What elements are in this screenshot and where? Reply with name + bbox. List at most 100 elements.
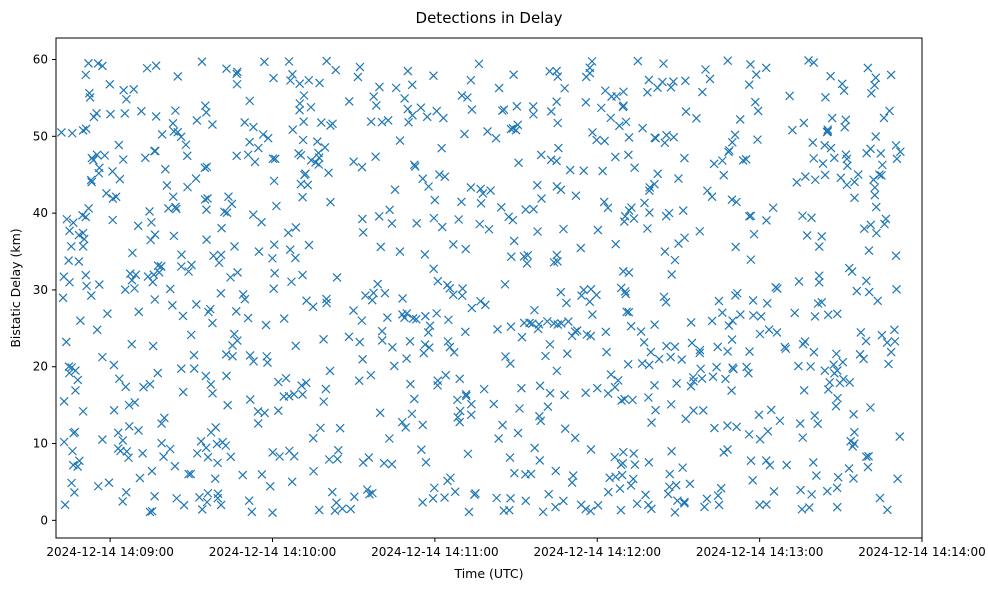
- data-point: [620, 211, 630, 221]
- data-point: [79, 234, 89, 244]
- data-point: [332, 273, 342, 282]
- data-point: [253, 419, 263, 428]
- data-point: [191, 300, 201, 309]
- data-point: [224, 192, 233, 202]
- data-point: [173, 127, 183, 137]
- data-point: [551, 466, 561, 476]
- data-point: [324, 455, 334, 464]
- data-point: [243, 313, 253, 323]
- data-point: [560, 424, 570, 434]
- data-point: [498, 420, 507, 430]
- data-point: [150, 230, 160, 240]
- data-point: [731, 242, 741, 252]
- data-point: [533, 324, 543, 334]
- data-point: [769, 487, 779, 496]
- data-point: [829, 368, 839, 378]
- data-point: [349, 157, 359, 167]
- data-point: [602, 347, 611, 357]
- data-point: [809, 347, 819, 357]
- data-point: [700, 502, 709, 512]
- data-point: [695, 348, 705, 358]
- data-point: [142, 63, 152, 73]
- y-axis-label: Bistatic Delay (km): [8, 228, 23, 347]
- data-point: [432, 106, 442, 116]
- data-point: [813, 299, 823, 308]
- data-point: [626, 321, 636, 331]
- data-point: [672, 378, 682, 388]
- data-point: [865, 403, 875, 412]
- data-point: [661, 211, 671, 221]
- data-point: [124, 400, 134, 410]
- data-point: [440, 172, 450, 182]
- data-point: [245, 96, 255, 106]
- data-point: [202, 235, 212, 245]
- data-point: [222, 208, 232, 218]
- data-point: [150, 146, 159, 156]
- data-point: [864, 287, 874, 297]
- data-point: [810, 311, 820, 321]
- data-point: [848, 442, 858, 451]
- data-point: [553, 143, 563, 153]
- data-point: [191, 174, 201, 184]
- data-point: [768, 203, 778, 213]
- data-point: [522, 259, 532, 268]
- data-point: [807, 489, 817, 499]
- data-point: [160, 164, 170, 174]
- data-point: [206, 427, 216, 437]
- data-point: [157, 129, 167, 139]
- data-point: [646, 347, 656, 357]
- data-point: [673, 496, 682, 506]
- data-point: [440, 493, 449, 502]
- data-point: [846, 436, 856, 446]
- data-point: [844, 464, 854, 473]
- data-point: [97, 435, 107, 444]
- data-point: [474, 59, 484, 69]
- data-point: [579, 285, 589, 295]
- data-point: [520, 470, 530, 479]
- data-point: [306, 155, 316, 165]
- data-point: [849, 427, 859, 437]
- data-point: [418, 420, 428, 430]
- data-point: [592, 290, 601, 300]
- data-point: [402, 308, 412, 318]
- y-tick-label: 60: [33, 53, 48, 67]
- data-point: [230, 242, 239, 251]
- data-point: [667, 446, 677, 456]
- data-point: [642, 224, 652, 233]
- data-point: [74, 230, 84, 240]
- data-point: [505, 359, 515, 368]
- data-point: [365, 489, 374, 499]
- data-point: [560, 390, 569, 400]
- x-axis: 2024-12-14 14:09:00 2024-12-14 14:10:00 20…: [46, 538, 986, 559]
- data-point: [861, 452, 871, 462]
- data-point: [216, 250, 226, 260]
- data-point: [109, 405, 119, 415]
- x-tick-label: 2024-12-14 14:10:00: [209, 545, 336, 559]
- data-point: [327, 487, 337, 497]
- data-point: [358, 354, 368, 364]
- data-point: [261, 320, 271, 330]
- data-point: [86, 175, 96, 185]
- data-point: [855, 349, 865, 359]
- data-point: [290, 253, 300, 263]
- data-point: [361, 291, 370, 300]
- data-point: [877, 160, 887, 170]
- data-point: [265, 481, 275, 491]
- data-point: [357, 316, 367, 326]
- data-point: [732, 288, 742, 298]
- data-point: [505, 453, 515, 463]
- data-point: [297, 381, 306, 390]
- data-point: [409, 160, 419, 170]
- data-point: [218, 437, 228, 447]
- data-point: [533, 227, 542, 236]
- data-point: [823, 125, 833, 135]
- data-point: [852, 286, 862, 296]
- data-point: [643, 393, 653, 402]
- data-point: [667, 270, 677, 279]
- data-point: [612, 91, 621, 101]
- data-point: [712, 362, 722, 372]
- data-point: [232, 79, 242, 89]
- data-point: [163, 203, 173, 213]
- data-point: [603, 487, 613, 497]
- data-point: [889, 325, 899, 335]
